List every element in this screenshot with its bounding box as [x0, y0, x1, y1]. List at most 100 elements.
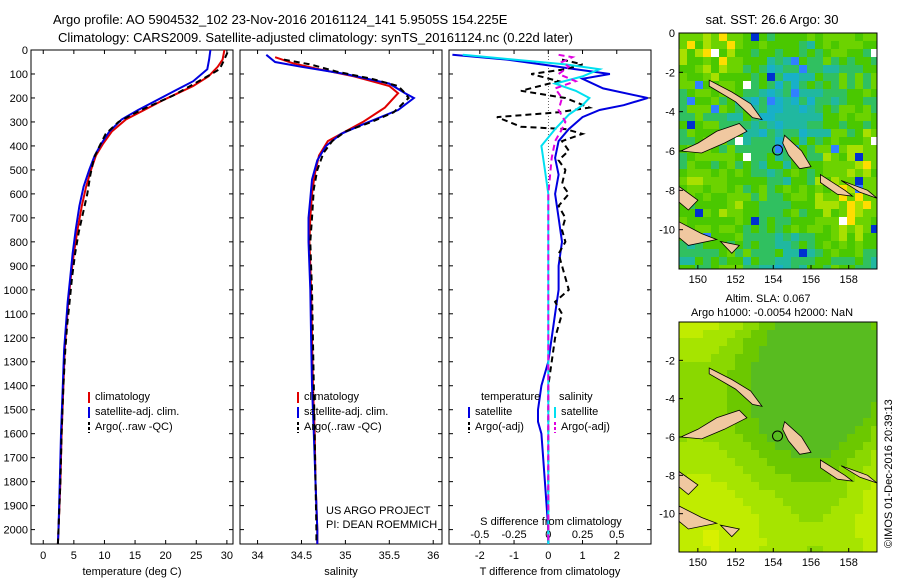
map-grid-cell [775, 49, 783, 57]
map-grid-cell [695, 354, 703, 362]
map-grid-cell [775, 225, 783, 233]
map-grid-cell [743, 33, 751, 41]
map-grid-cell [679, 145, 687, 153]
map-grid-cell [679, 322, 687, 330]
depth-tick-label: 2000 [4, 525, 28, 537]
map-grid-cell [815, 73, 823, 81]
map-grid-cell [775, 498, 783, 506]
map-grid-cell [759, 482, 767, 490]
map-grid-cell [783, 201, 791, 209]
map-grid-cell [783, 370, 791, 378]
map-grid-cell [871, 338, 877, 346]
map-grid-cell [719, 265, 727, 269]
map-grid-cell [863, 185, 871, 193]
map-grid-cell [679, 161, 687, 169]
map-grid-cell [703, 490, 711, 498]
map-grid-cell [711, 466, 719, 474]
map-grid-cell [863, 546, 871, 552]
map-grid-cell [863, 249, 871, 257]
map-grid-cell [799, 386, 807, 394]
map-grid-cell [711, 394, 719, 402]
map-grid-cell [759, 73, 767, 81]
map-grid-cell [727, 225, 735, 233]
map-grid-cell [695, 193, 703, 201]
map-grid-cell [743, 265, 751, 269]
map-grid-cell [735, 169, 743, 177]
map-grid-cell [727, 217, 735, 225]
map-grid-cell [847, 209, 855, 217]
map-grid-cell [687, 394, 695, 402]
map-grid-cell [871, 322, 877, 330]
map-grid-cell [791, 185, 799, 193]
map-grid-cell [823, 145, 831, 153]
map-grid-cell [743, 418, 751, 426]
difference-panel: -2 -1 0 1 2T difference from climatology-0.5… [448, 49, 652, 578]
map-grid-cell [767, 113, 775, 121]
map-grid-cell [831, 225, 839, 233]
map-grid-cell [815, 49, 823, 57]
map-grid-cell [863, 346, 871, 354]
map-grid-cell [823, 241, 831, 249]
map-grid-cell [815, 185, 823, 193]
map-grid-cell [823, 538, 831, 546]
map-grid-cell [735, 538, 743, 546]
map-grid-cell [775, 386, 783, 394]
map-grid-cell [783, 129, 791, 137]
map-grid-cell [823, 97, 831, 105]
map-grid-cell [719, 434, 727, 442]
map-grid-cell [767, 89, 775, 97]
map-grid-cell [751, 450, 759, 458]
map-grid-cell [711, 482, 719, 490]
map-grid-cell [703, 322, 711, 330]
map-grid-cell [687, 490, 695, 498]
map-grid-cell [711, 65, 719, 73]
map-grid-cell [783, 241, 791, 249]
map-grid-cell [823, 137, 831, 145]
map-grid-cell [775, 265, 783, 269]
map-grid-cell [719, 482, 727, 490]
map-grid-cell [831, 330, 839, 338]
map-grid-cell [727, 426, 735, 434]
map-grid-cell [759, 145, 767, 153]
map-grid-cell [743, 538, 751, 546]
map-grid-cell [751, 161, 759, 169]
map-grid-cell [831, 394, 839, 402]
map-grid-cell [759, 378, 767, 386]
map-grid-cell [847, 217, 855, 225]
map-grid-cell [831, 161, 839, 169]
map-grid-cell [831, 65, 839, 73]
map-grid-cell [751, 257, 759, 265]
map-grid-cell [703, 442, 711, 450]
map-grid-cell [847, 153, 855, 161]
map-grid-cell [759, 49, 767, 57]
map-grid-cell [679, 113, 687, 121]
map-grid-cell [791, 265, 799, 269]
map-grid-cell [727, 145, 735, 153]
map-grid-cell [711, 193, 719, 201]
map-grid-cell [799, 458, 807, 466]
map-grid-cell [807, 129, 815, 137]
map-grid-cell [687, 57, 695, 65]
map-grid-cell [855, 402, 863, 410]
map-grid-cell [871, 434, 877, 442]
map-grid-cell [711, 474, 719, 482]
map-grid-cell [823, 370, 831, 378]
map-grid-cell [839, 434, 847, 442]
map-grid-cell [831, 538, 839, 546]
map-grid-cell [735, 193, 743, 201]
map-grid-cell [823, 546, 831, 552]
map-grid-cell [735, 514, 743, 522]
map-grid-cell [831, 322, 839, 330]
map-grid-cell [743, 49, 751, 57]
map-grid-cell [743, 322, 751, 330]
map-grid-cell [687, 73, 695, 81]
map-grid-cell [775, 378, 783, 386]
map-grid-cell [783, 57, 791, 65]
map-grid-cell [839, 113, 847, 121]
map-grid-cell [687, 185, 695, 193]
map-grid-cell [711, 113, 719, 121]
map-grid-cell [783, 386, 791, 394]
map-grid-cell [815, 241, 823, 249]
map-grid-cell [727, 402, 735, 410]
map-grid-cell [751, 97, 759, 105]
